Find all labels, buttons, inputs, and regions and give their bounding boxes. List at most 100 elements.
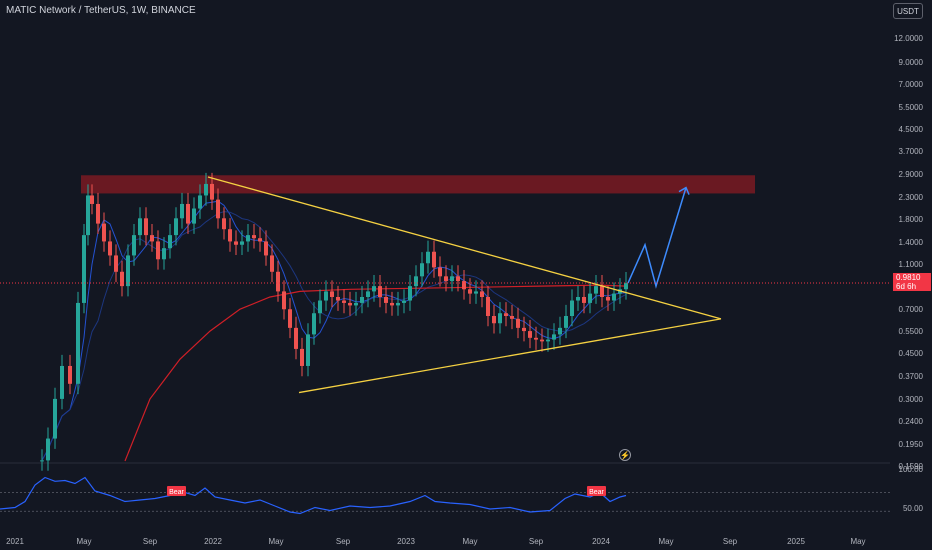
price-tick-label: 4.5000 bbox=[899, 125, 924, 134]
price-axis[interactable]: 12.0000 9.0000 7.0000 5.5000 4.5000 3.7000 2.9… bbox=[894, 34, 923, 471]
candle-body bbox=[312, 313, 316, 335]
price-tick-label: 0.2400 bbox=[899, 417, 924, 426]
bar-countdown: 6d 6h bbox=[896, 282, 917, 291]
candle-body bbox=[306, 334, 310, 366]
candle-body bbox=[396, 302, 400, 306]
time-tick-label: May bbox=[268, 537, 283, 546]
price-tick-label: 7.0000 bbox=[899, 80, 924, 89]
candle-body bbox=[468, 289, 472, 294]
candle-body bbox=[612, 293, 616, 301]
ma-mid-line bbox=[41, 211, 627, 461]
candles bbox=[40, 172, 628, 471]
candle-body bbox=[588, 293, 592, 303]
projection-path bbox=[627, 187, 687, 289]
time-axis[interactable]: 2021 May Sep 2022 May Sep 2023 May Sep 2024 May Sep… bbox=[6, 537, 865, 546]
time-tick-label: 2022 bbox=[204, 537, 222, 546]
candle-body bbox=[342, 300, 346, 303]
price-tick-label: 1.4000 bbox=[899, 238, 924, 247]
candle-body bbox=[282, 291, 286, 310]
projection-arrow[interactable] bbox=[627, 186, 690, 289]
time-tick-label: May bbox=[658, 537, 673, 546]
currency-button[interactable]: USDT bbox=[893, 3, 923, 19]
candle-body bbox=[288, 309, 292, 328]
candle-body bbox=[378, 286, 382, 298]
candle-body bbox=[360, 297, 364, 303]
candle-body bbox=[222, 218, 226, 230]
bear-label-box bbox=[587, 486, 606, 496]
candle-body bbox=[258, 238, 262, 242]
price-tick-label: 5.5000 bbox=[899, 103, 924, 112]
candle-body bbox=[384, 297, 388, 303]
time-tick-label: 2023 bbox=[397, 537, 415, 546]
candle-body bbox=[86, 195, 90, 236]
candle-body bbox=[498, 313, 502, 324]
price-tick-label: 0.4500 bbox=[899, 349, 924, 358]
price-tick-label: 0.5500 bbox=[899, 327, 924, 336]
candle-body bbox=[96, 203, 100, 224]
candle-body bbox=[150, 235, 154, 242]
price-tick-label: 0.1950 bbox=[899, 440, 924, 449]
candle-body bbox=[372, 286, 376, 292]
candle-body bbox=[90, 195, 94, 204]
candle-body bbox=[132, 235, 136, 256]
candle-body bbox=[606, 297, 610, 301]
symbol-title: MATIC Network / TetherUS, 1W, BINANCE bbox=[6, 5, 196, 16]
candle-body bbox=[582, 297, 586, 303]
candle-body bbox=[138, 218, 142, 236]
candle-body bbox=[252, 235, 256, 239]
candle-body bbox=[504, 313, 508, 316]
time-tick-label: Sep bbox=[529, 537, 544, 546]
lightning-bolt-icon[interactable]: ⚡ bbox=[619, 449, 631, 461]
moving-averages bbox=[41, 200, 627, 462]
time-tick-label: Sep bbox=[336, 537, 351, 546]
candle-body bbox=[240, 241, 244, 245]
price-tick-label: 12.0000 bbox=[894, 34, 923, 43]
candle-body bbox=[300, 348, 304, 366]
candle-body bbox=[366, 291, 370, 298]
price-tick-label: 3.7000 bbox=[899, 147, 924, 156]
candle-body bbox=[336, 297, 340, 301]
triangle-upper-line bbox=[207, 176, 722, 320]
candle-body bbox=[426, 251, 430, 264]
candle-body bbox=[438, 267, 442, 277]
candle-body bbox=[210, 183, 214, 200]
time-tick-label: 2025 bbox=[787, 537, 805, 546]
triangle-pattern[interactable] bbox=[207, 176, 722, 394]
last-price-badge: 0.9810 6d 6h bbox=[893, 273, 931, 291]
candle-body bbox=[120, 271, 124, 287]
time-tick-label: May bbox=[76, 537, 91, 546]
price-tick-label: 1.8000 bbox=[899, 215, 924, 224]
triangle-lower-line bbox=[298, 318, 722, 394]
candle-body bbox=[450, 276, 454, 282]
candle-body bbox=[624, 283, 628, 290]
candle-body bbox=[492, 315, 496, 324]
candle-body bbox=[474, 291, 478, 294]
rsi-panel[interactable]: 100.00 50.00 Bear Bear bbox=[0, 465, 924, 515]
candle-body bbox=[126, 255, 130, 287]
time-tick-label: 2024 bbox=[592, 537, 610, 546]
candle-body bbox=[174, 218, 178, 236]
rsi-tick-label: 100.00 bbox=[899, 465, 924, 474]
candle-body bbox=[246, 235, 250, 242]
candle-body bbox=[432, 251, 436, 268]
price-tick-label: 0.3700 bbox=[899, 372, 924, 381]
candle-body bbox=[546, 339, 550, 342]
candle-body bbox=[46, 438, 50, 461]
candle-body bbox=[76, 302, 80, 384]
candle-body bbox=[462, 281, 466, 290]
ma-long-line bbox=[124, 284, 627, 462]
time-tick-label: Sep bbox=[723, 537, 738, 546]
candle-body bbox=[53, 398, 57, 439]
candle-body bbox=[264, 241, 268, 256]
candle-body bbox=[528, 331, 532, 338]
candle-body bbox=[480, 291, 484, 298]
projection-arrowhead bbox=[678, 186, 690, 195]
time-tick-label: 2021 bbox=[6, 537, 24, 546]
candle-body bbox=[516, 318, 520, 328]
candle-body bbox=[456, 276, 460, 282]
candle-body bbox=[198, 195, 202, 209]
price-tick-label: 9.0000 bbox=[899, 58, 924, 67]
candle-body bbox=[102, 223, 106, 242]
candle-body bbox=[420, 263, 424, 277]
